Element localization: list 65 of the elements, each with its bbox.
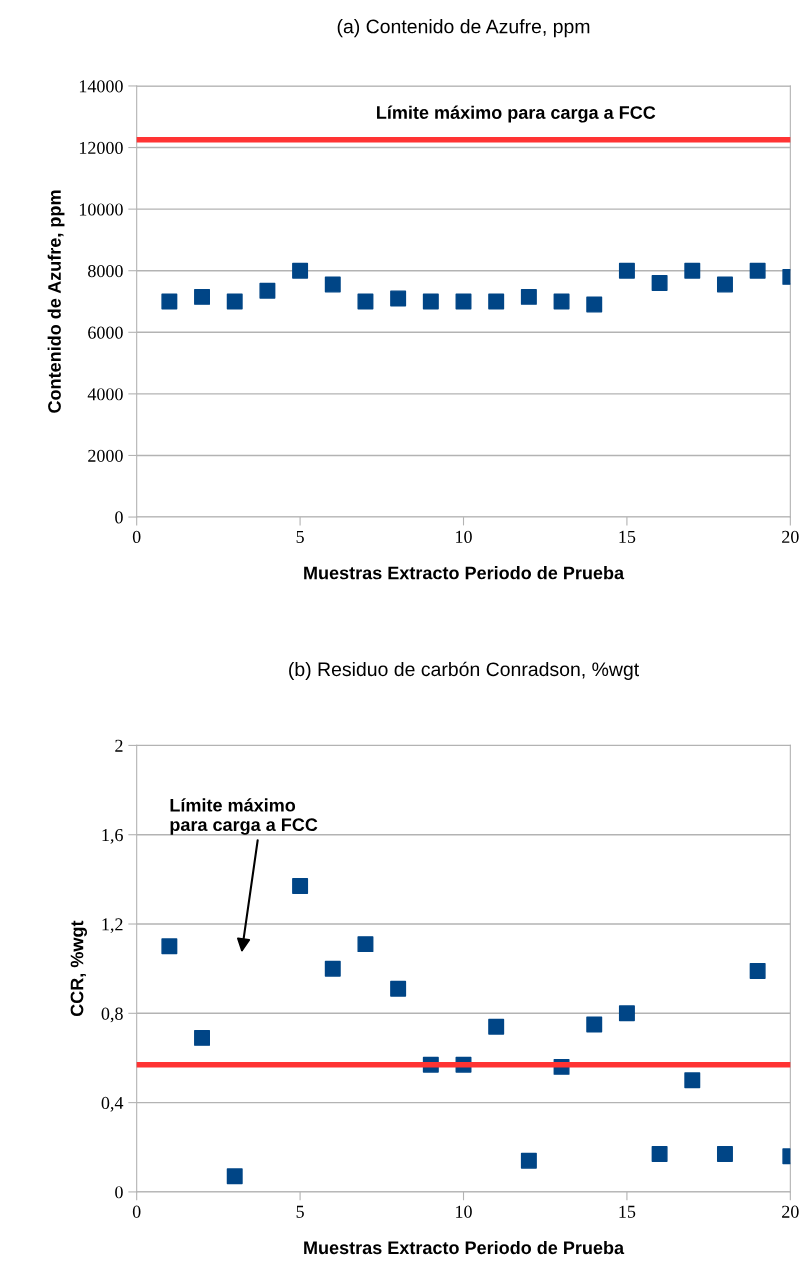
point (226, 293, 243, 310)
point (194, 288, 211, 305)
x-tick-label: 15 (619, 1205, 636, 1218)
point (422, 293, 439, 310)
chart-title: (b) Residuo de carbón Conradson, %wgt (289, 661, 640, 681)
point (357, 936, 374, 953)
x-tick-label: 10 (456, 530, 472, 543)
x-tick-label: 0 (132, 530, 141, 543)
point (651, 275, 668, 292)
x-tick-label: 5 (296, 1205, 304, 1218)
point (684, 1072, 701, 1089)
point (586, 1016, 603, 1033)
x-tick-label: 20 (782, 1205, 799, 1218)
y-tick-label: 1,6 (102, 829, 123, 844)
point (716, 276, 733, 293)
chart-title: (a) Contenido de Azufre, ppm (337, 19, 590, 38)
x-tick-label: 0 (132, 1205, 141, 1218)
y-axis-title: Contenido de Azufre, ppm (47, 190, 65, 413)
y-tick-label: 12000 (79, 141, 123, 154)
y-tick-label: 14000 (79, 80, 123, 93)
y-tick-label: 4000 (87, 388, 123, 401)
point (586, 296, 603, 313)
point (488, 293, 505, 310)
y-tick-label: 1,2 (102, 918, 123, 934)
y-tick-label: 0,4 (101, 1096, 124, 1112)
x-tick-label: 15 (619, 530, 636, 543)
point (390, 980, 407, 997)
annotation: Límite máximo para carga a FCC (170, 798, 318, 835)
point (226, 1168, 243, 1185)
point (324, 960, 341, 977)
point (194, 1029, 211, 1046)
point (488, 1018, 505, 1035)
point (292, 262, 309, 279)
point (292, 878, 309, 895)
y-tick-label: 0,8 (101, 1007, 123, 1023)
y-tick-label: 0 (115, 1186, 123, 1199)
y-axis-title: CCR, %wgt (70, 920, 88, 1017)
point (324, 276, 341, 293)
point (390, 290, 407, 307)
point (357, 293, 374, 310)
point (749, 262, 766, 279)
point (161, 293, 178, 310)
y-tick-label: 2000 (88, 449, 123, 462)
y-tick-label: 8000 (88, 264, 123, 278)
x-tick-label: 20 (782, 530, 799, 543)
point (618, 1005, 635, 1022)
point (618, 262, 635, 279)
ref-line-label: Límite máximo para carga a FCC (377, 105, 656, 123)
x-tick-label: 10 (456, 1205, 472, 1218)
y-tick-label: 2 (115, 739, 123, 752)
x-axis-title: Muestras Extracto Periodo de Prueba (304, 566, 625, 580)
x-axis-title: Muestras Extracto Periodo de Prueba (304, 1240, 625, 1255)
point (684, 262, 701, 279)
point (749, 962, 766, 979)
point (259, 282, 276, 299)
point (651, 1145, 668, 1162)
point (161, 938, 178, 955)
point (520, 288, 537, 305)
y-tick-label: 10000 (79, 203, 123, 216)
point (520, 1152, 537, 1169)
point (553, 293, 570, 310)
y-tick-label: 6000 (88, 326, 123, 339)
y-tick-label: 0 (115, 511, 123, 524)
x-tick-label: 5 (296, 530, 304, 543)
point (716, 1145, 733, 1162)
